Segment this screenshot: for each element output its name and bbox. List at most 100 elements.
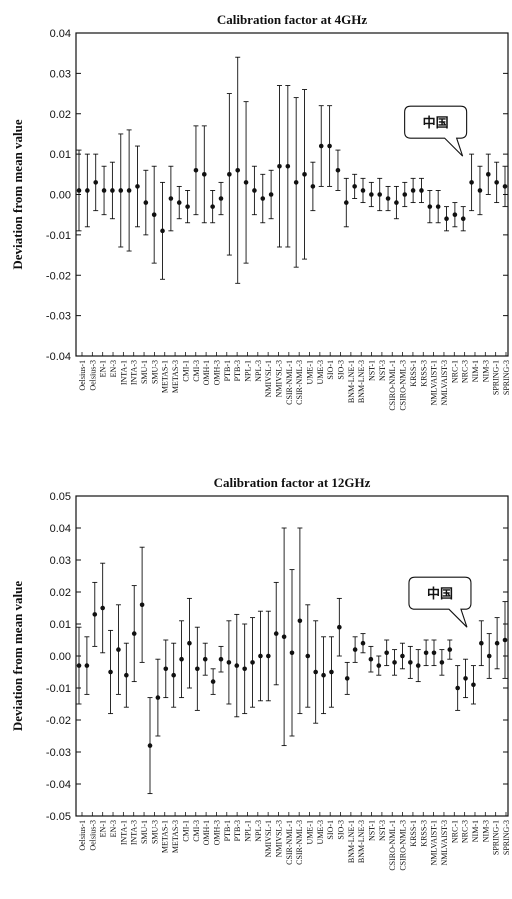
- data-point: [118, 133, 124, 248]
- x-tick-label: CSIR-NML-1: [285, 360, 294, 405]
- data-point: [243, 101, 249, 264]
- point-marker: [431, 650, 437, 656]
- data-point: [84, 153, 90, 228]
- point-marker: [335, 167, 341, 173]
- data-point: [335, 149, 341, 191]
- x-tick-label: SMU-1: [140, 360, 149, 384]
- x-tick-label: NST-1: [368, 820, 377, 841]
- point-marker: [327, 143, 332, 149]
- x-tick-label: SMU-3: [150, 360, 159, 384]
- data-point: [257, 610, 263, 702]
- point-marker: [260, 196, 266, 201]
- data-point: [226, 93, 232, 256]
- point-marker: [352, 647, 358, 652]
- point-marker: [135, 184, 140, 189]
- point-marker: [321, 672, 326, 678]
- point-marker: [384, 650, 389, 656]
- y-tick-label: -0.03: [46, 747, 71, 759]
- data-point: [431, 639, 437, 667]
- point-marker: [92, 612, 98, 617]
- data-point: [392, 649, 398, 676]
- x-tick-label: PTB-3: [233, 820, 242, 841]
- x-tick-label: NMIVSL-1: [264, 360, 273, 397]
- data-point: [470, 665, 476, 705]
- data-point: [360, 633, 366, 654]
- x-tick-label: NIM-3: [481, 360, 490, 382]
- data-point: [115, 604, 121, 695]
- point-marker: [277, 163, 282, 169]
- x-tick-label: NIM-1: [471, 820, 480, 842]
- data-point: [285, 85, 291, 248]
- x-tick-label: SIO-1: [326, 820, 335, 840]
- x-tick-label: METAS-3: [171, 820, 180, 853]
- x-tick-label: SMU-1: [140, 820, 149, 844]
- point-marker: [439, 660, 445, 665]
- data-point: [377, 177, 383, 212]
- data-point: [477, 165, 483, 216]
- data-point: [242, 623, 248, 715]
- data-point: [502, 165, 508, 208]
- y-tick-label: -0.02: [46, 270, 71, 282]
- x-tick-label: CSIR-NML-3: [295, 360, 304, 405]
- data-point: [235, 56, 241, 284]
- data-point: [352, 173, 358, 199]
- data-point: [108, 629, 114, 715]
- point-marker: [423, 650, 429, 656]
- point-marker: [85, 188, 90, 193]
- point-marker: [343, 200, 349, 205]
- point-marker: [415, 663, 421, 668]
- point-marker: [352, 184, 357, 189]
- x-tick-label: NMLVAIST-3: [440, 360, 449, 406]
- x-tick-label: NMLVAIST-1: [430, 820, 439, 866]
- data-point: [321, 636, 327, 715]
- x-tick-label: CMI-1: [181, 360, 190, 382]
- data-point: [201, 125, 207, 224]
- data-point: [494, 617, 500, 670]
- x-tick-label: Oelsius-1: [78, 360, 87, 391]
- data-point: [485, 153, 491, 195]
- x-tick-label: OMH-1: [202, 820, 211, 845]
- data-point: [76, 149, 82, 232]
- y-tick-label: 0.01: [50, 619, 71, 631]
- data-point: [218, 181, 224, 216]
- x-tick-label: SPRING-1: [492, 820, 501, 855]
- x-tick-label: KRSS-1: [409, 360, 418, 387]
- point-marker: [76, 663, 82, 668]
- callout: 中国: [404, 105, 468, 157]
- point-marker: [293, 180, 299, 185]
- point-marker: [377, 192, 383, 197]
- x-tick-label: METAS-1: [161, 820, 170, 853]
- x-tick-label: UME-1: [306, 820, 315, 844]
- point-marker: [410, 188, 416, 193]
- data-point: [293, 97, 299, 268]
- x-tick-label: INTA-3: [130, 360, 139, 385]
- point-marker: [218, 656, 224, 662]
- x-tick-label: NRC-1: [450, 360, 459, 383]
- point-marker: [124, 672, 129, 678]
- data-point: [460, 206, 466, 232]
- data-point: [360, 177, 366, 204]
- callout-bubble: [408, 576, 472, 628]
- x-tick-label: KRSS-3: [419, 820, 428, 847]
- data-point: [193, 125, 199, 216]
- data-point: [297, 527, 303, 715]
- data-point: [210, 668, 216, 695]
- data-point: [402, 181, 408, 208]
- x-tick-label: KRSS-1: [409, 820, 418, 847]
- data-point: [92, 581, 98, 647]
- y-axis-label: Deviation from mean value: [10, 119, 25, 270]
- data-point: [176, 185, 182, 220]
- x-tick-label: INTA-1: [119, 820, 128, 845]
- point-marker: [171, 672, 176, 678]
- point-marker: [392, 660, 397, 665]
- point-marker: [268, 192, 274, 197]
- point-marker: [302, 172, 307, 177]
- data-point: [407, 645, 413, 679]
- x-tick-label: METAS-3: [171, 360, 180, 393]
- point-marker: [400, 653, 405, 659]
- y-tick-label: -0.03: [46, 311, 71, 323]
- x-tick-label: METAS-1: [161, 360, 170, 393]
- x-tick-label: NMLVAIST-1: [430, 360, 439, 406]
- x-tick-label: NPL-1: [243, 360, 252, 382]
- data-point: [343, 177, 349, 228]
